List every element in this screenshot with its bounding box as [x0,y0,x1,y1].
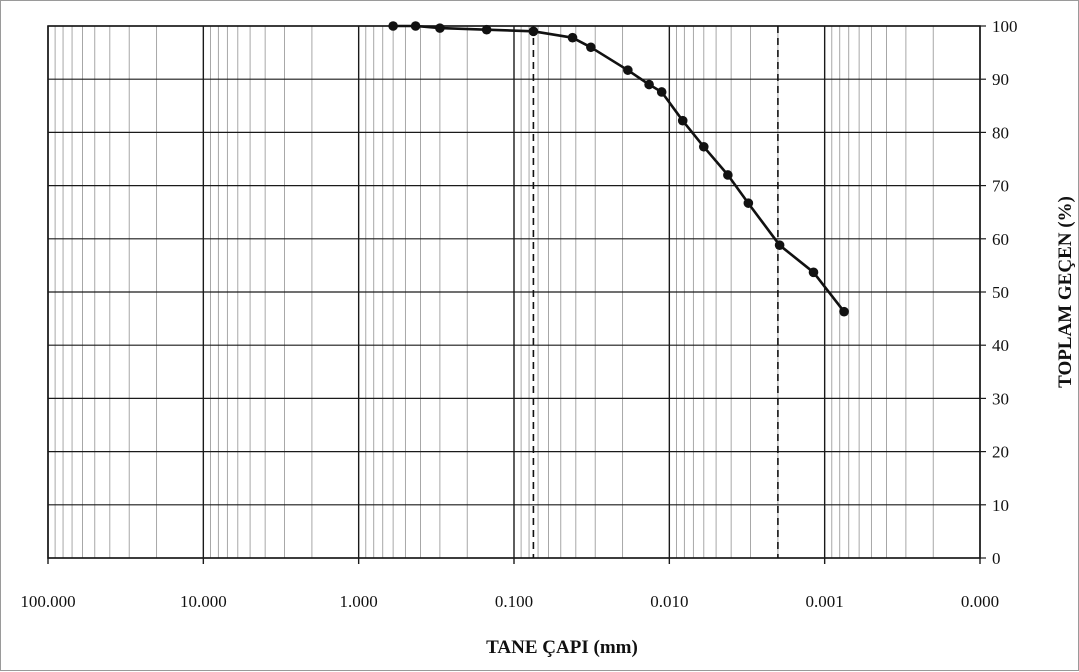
x-tick-label: 10.000 [180,592,227,611]
x-axis-title: TANE ÇAPI (mm) [486,637,638,658]
data-point [808,267,819,278]
x-tick-label: 100.000 [20,592,75,611]
data-point [698,141,709,152]
major-gridlines [47,25,986,564]
y-tick-label: 50 [992,283,1009,302]
y-tick-label: 100 [992,17,1018,36]
x-tick-label: 0.100 [495,592,533,611]
data-point [435,23,445,33]
plot-border [47,25,981,559]
y-tick-label: 30 [992,389,1009,408]
data-point [410,21,421,31]
data-point [774,240,785,250]
data-point [723,170,733,180]
series-layer [388,21,849,317]
y-tick-label: 90 [992,70,1009,89]
y-tick-label: 80 [992,123,1009,142]
y-tick-label: 60 [992,230,1009,249]
data-point [623,65,633,75]
data-point [481,24,492,35]
series-line [393,24,846,313]
x-tick-label: 0.001 [806,592,844,611]
x-tick-label: 0.010 [650,592,688,611]
data-point [644,79,654,90]
data-point [743,198,754,208]
y-tick-label: 20 [992,443,1009,462]
data-point [656,87,667,97]
y-axis-title: TOPLAM GEÇEN (%) [1055,196,1076,388]
x-tick-label: 0.000 [961,592,999,611]
y-tick-label: 0 [992,549,1001,568]
reference-lines [532,26,779,558]
y-tick-labels: 0 10 20 30 40 50 60 70 80 90 100 [992,17,1018,568]
data-point [528,26,539,37]
data-point [586,42,596,53]
y-tick-label: 10 [992,496,1009,515]
y-tick-label: 40 [992,336,1009,355]
x-tick-labels: 100.000 10.000 1.000 0.100 0.010 0.001 0.000 [20,592,999,611]
data-point [388,21,398,31]
data-point [567,32,578,43]
data-point [677,115,688,126]
x-tick-label: 1.000 [340,592,378,611]
y-tick-label: 70 [992,177,1009,196]
data-point [839,306,849,317]
